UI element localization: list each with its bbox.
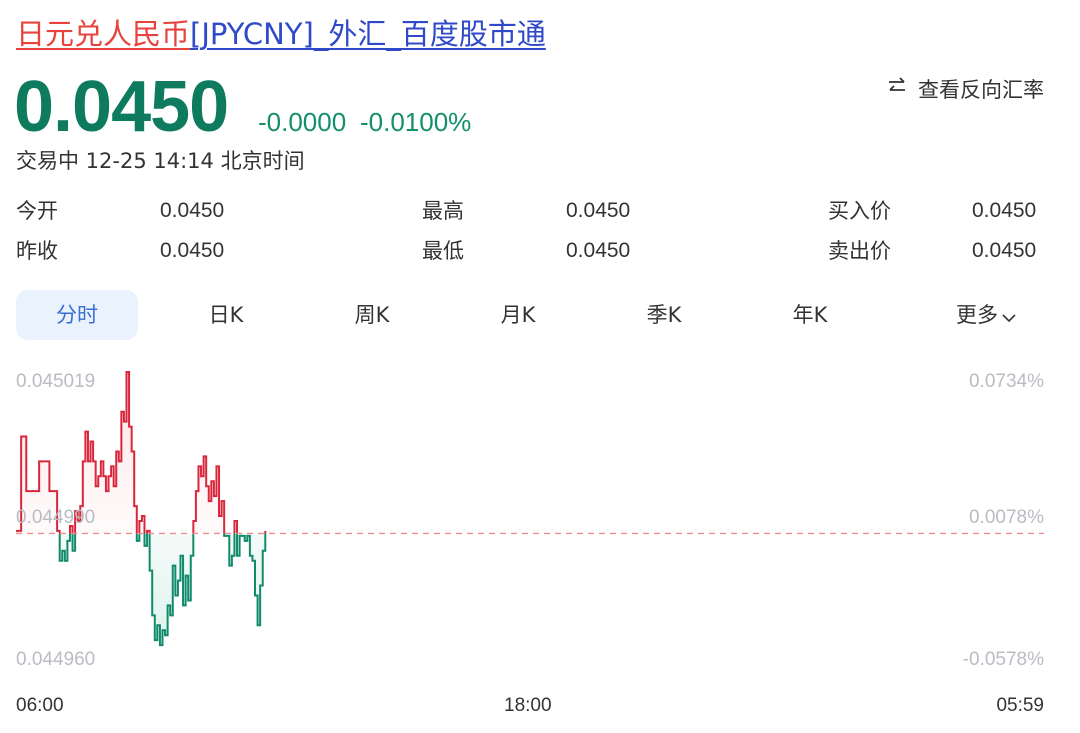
price-change-percent: -0.0100%	[360, 107, 472, 137]
area-above-baseline	[16, 372, 266, 534]
price-change: -0.0000	[258, 107, 347, 137]
page-title[interactable]: 日元兑人民币[JPYCNY]_外汇_百度股市通	[16, 14, 546, 54]
x-tick: 18:00	[504, 695, 552, 716]
prev-close-label: 昨收	[16, 239, 58, 263]
tab-monthly-k[interactable]: 月K	[500, 303, 536, 327]
tab-quarterly-k[interactable]: 季K	[646, 303, 682, 327]
price-line-down	[58, 533, 267, 647]
y-left-tick: 0.044960	[16, 649, 96, 670]
high-label: 最高	[422, 199, 464, 223]
x-tick: 06:00	[16, 695, 64, 716]
price-line-up	[16, 371, 267, 534]
y-left-tick: 0.044990	[16, 507, 96, 528]
prev-close-value: 0.0450	[160, 239, 225, 262]
tab-daily-k[interactable]: 日K	[208, 303, 244, 327]
y-right-tick: 0.0734%	[968, 371, 1044, 392]
chevron-down-icon	[1002, 291, 1016, 341]
open-label: 今开	[16, 199, 58, 223]
tab-more-label: 更多	[956, 303, 998, 327]
reverse-rate-label: 查看反向汇率	[918, 78, 1044, 102]
current-price: 0.0450	[14, 67, 229, 147]
tab-more[interactable]: 更多	[926, 290, 1046, 340]
intraday-chart	[16, 371, 1044, 647]
tab-weekly-k[interactable]: 周K	[354, 303, 390, 327]
x-tick: 05:59	[996, 695, 1044, 716]
low-value: 0.0450	[566, 239, 631, 262]
title-pair-link[interactable]: 日元兑人民币	[16, 17, 191, 51]
bid-value: 0.0450	[972, 199, 1037, 222]
title-source-link[interactable]: [JPYCNY]_外汇_百度股市通	[190, 17, 546, 51]
chart-period-tabs: 分时 日K 周K 月K 季K 年K 更多	[16, 290, 1046, 340]
ask-value: 0.0450	[972, 239, 1037, 262]
tab-yearly-k[interactable]: 年K	[792, 303, 828, 327]
trading-status: 交易中 12-25 14:14 北京时间	[16, 149, 305, 173]
y-left-tick: 0.045019	[16, 371, 96, 392]
bid-label: 买入价	[828, 199, 891, 223]
high-value: 0.0450	[566, 199, 631, 222]
y-right-tick: -0.0578%	[962, 649, 1044, 670]
tab-intraday[interactable]: 分时	[16, 290, 138, 340]
y-right-tick: 0.0078%	[968, 507, 1044, 528]
area-below-baseline	[59, 533, 266, 646]
low-label: 最低	[422, 239, 464, 263]
reverse-rate-button[interactable]: 查看反向汇率	[886, 74, 1044, 106]
ask-label: 卖出价	[828, 239, 891, 263]
swap-icon	[886, 74, 908, 106]
open-value: 0.0450	[160, 199, 225, 222]
